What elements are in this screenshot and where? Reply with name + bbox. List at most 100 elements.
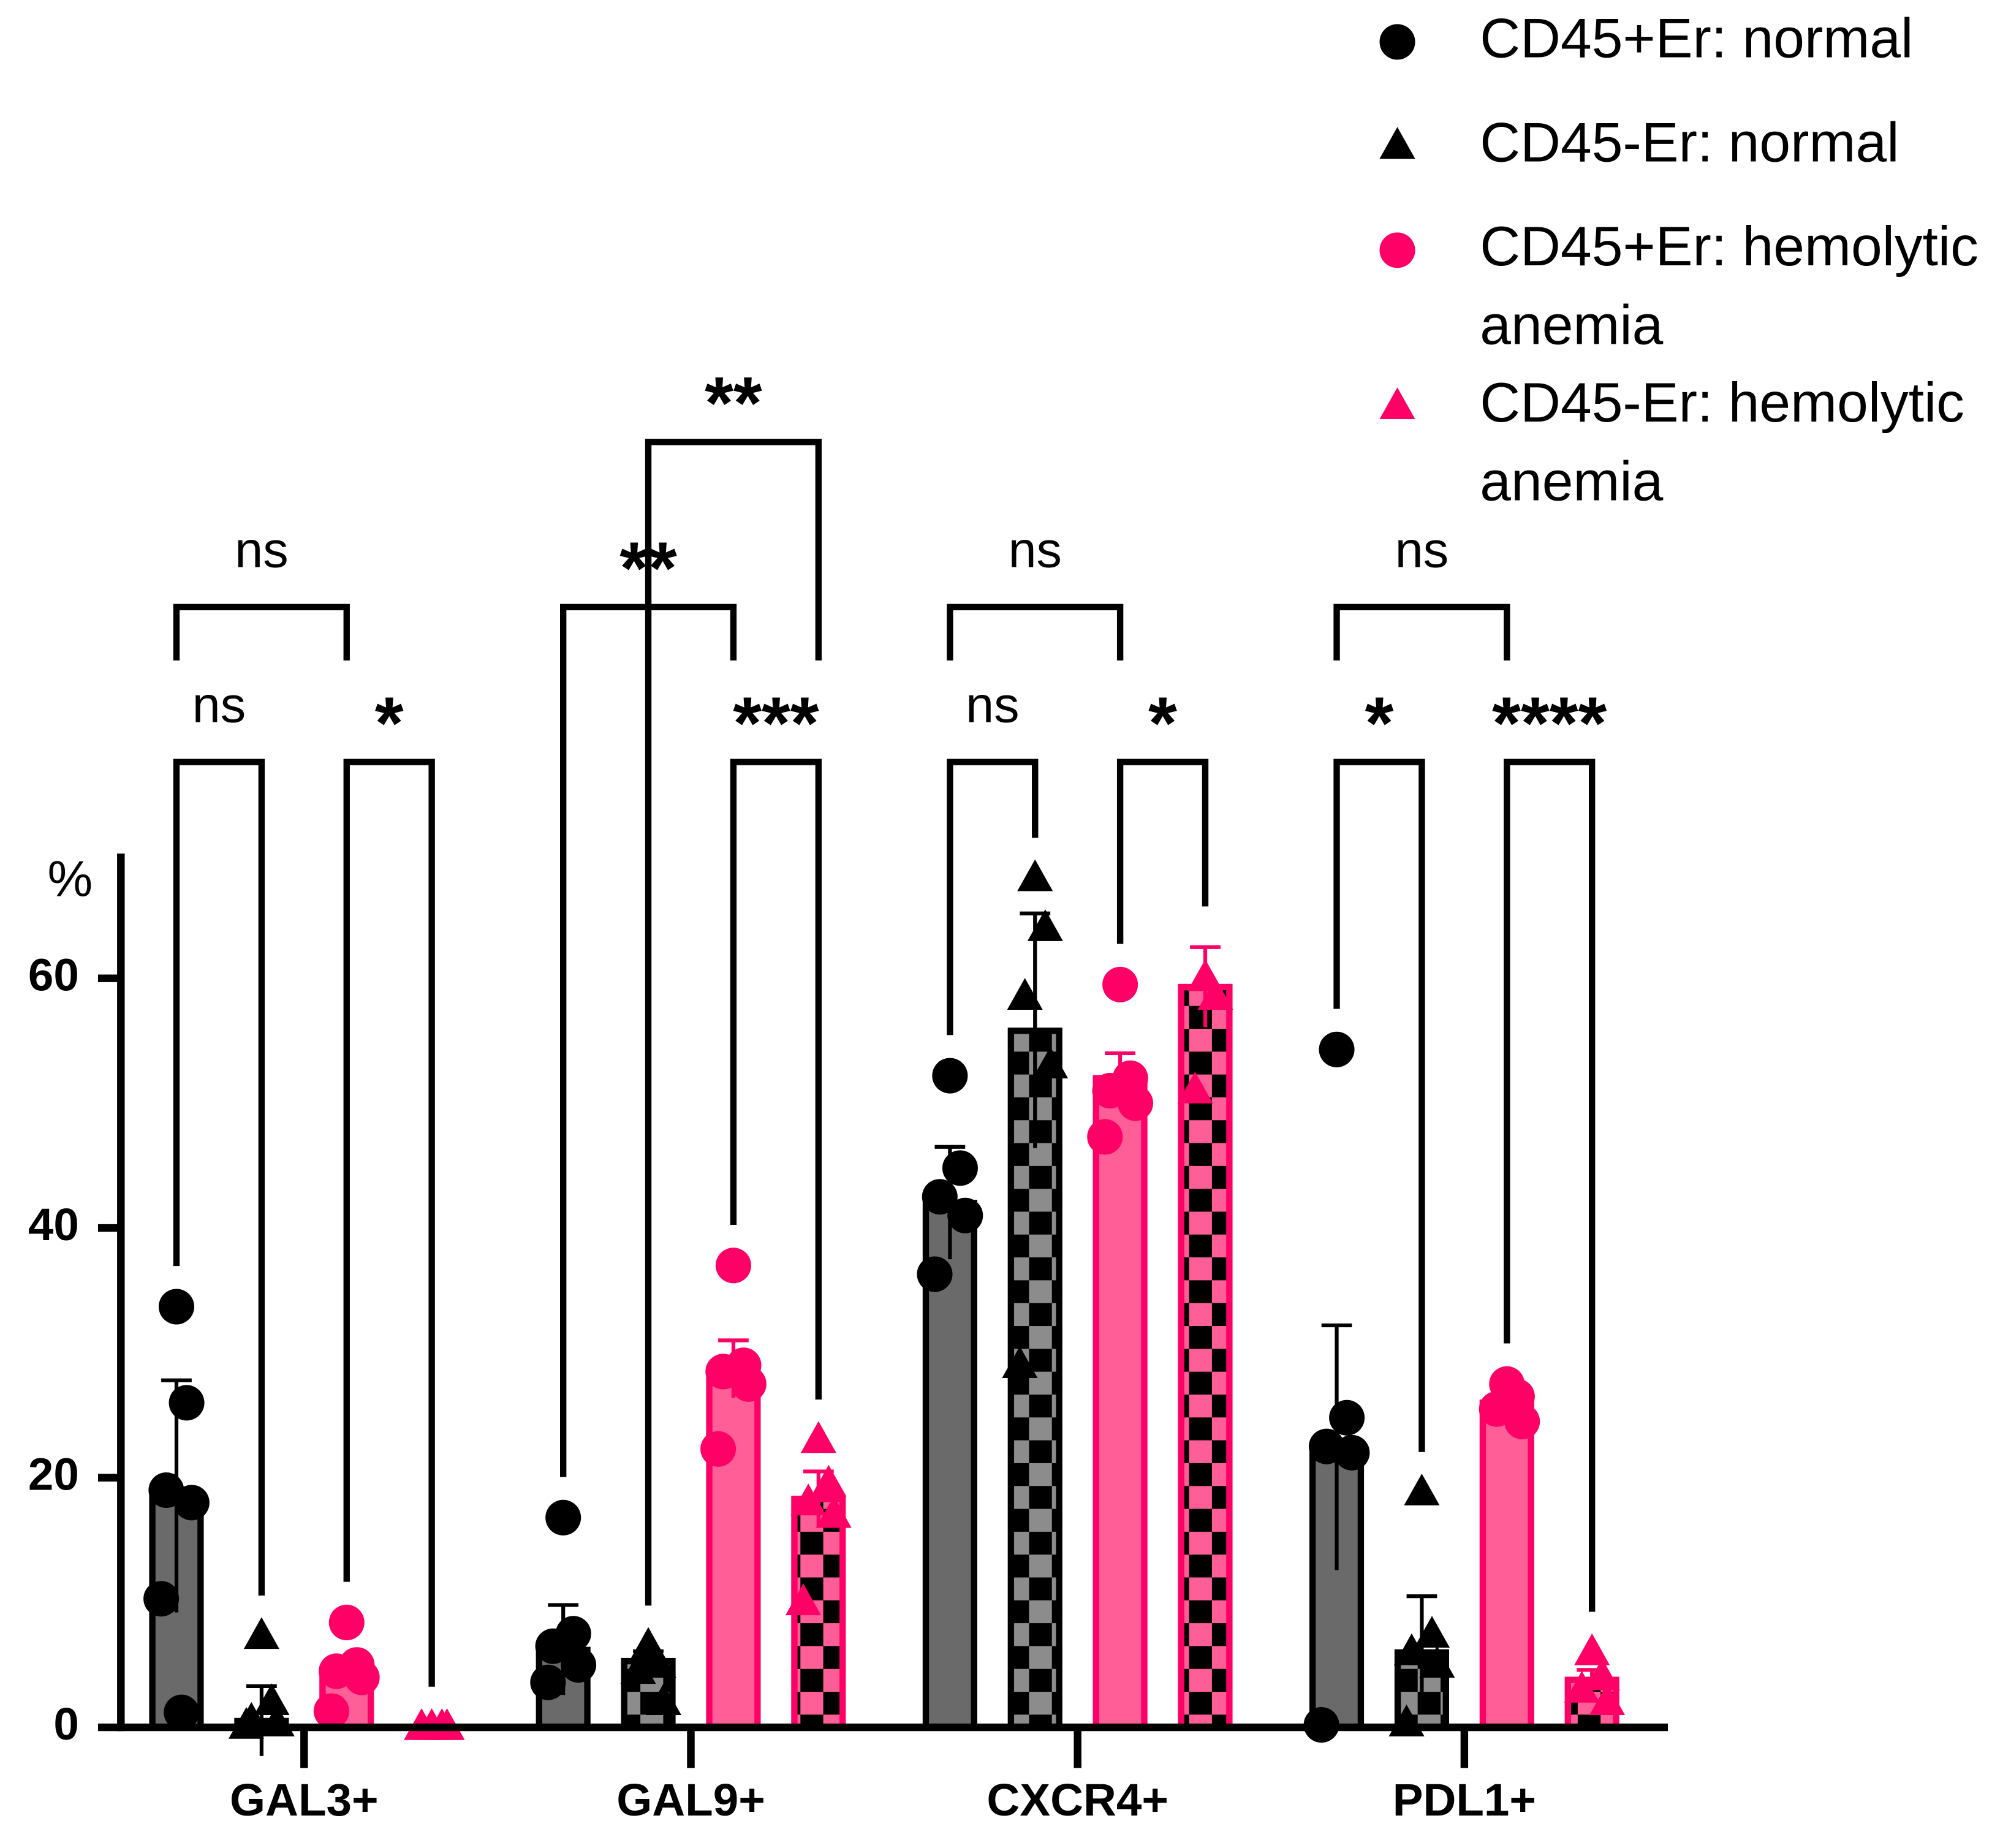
data-point: [1589, 1683, 1626, 1716]
data-point: [1334, 1434, 1370, 1471]
data-point: [942, 1150, 978, 1186]
data-point: [715, 1248, 751, 1284]
legend-marker: [1379, 127, 1415, 159]
significance-bracket: [1333, 604, 1510, 661]
x-tick-label: GAL3+: [230, 1774, 379, 1825]
significance-bracket: [947, 604, 1124, 661]
data-point: [947, 1197, 983, 1233]
data-point: [1564, 1670, 1600, 1703]
data-point: [917, 1256, 953, 1292]
y-tick-label: 20: [28, 1448, 79, 1499]
x-tick-label: PDL1+: [1393, 1774, 1536, 1825]
significance-bracket: [173, 604, 350, 661]
significance-label: ns: [192, 676, 246, 733]
data-point: [700, 1431, 737, 1467]
legend-label: CD45-Er: normal: [1480, 112, 1899, 174]
data-point: [169, 1385, 205, 1421]
data-point: [800, 1421, 836, 1453]
data-point: [1027, 909, 1063, 941]
data-point: [1393, 1633, 1430, 1665]
data-point: [1419, 1646, 1455, 1678]
significance-bracket: [173, 759, 265, 1596]
significance-label: ***: [733, 683, 819, 765]
legend-marker: [1379, 232, 1415, 268]
y-axis-label: %: [48, 850, 93, 907]
data-point: [1017, 859, 1053, 892]
data-point: [344, 1659, 380, 1695]
significance-label: **: [705, 362, 762, 444]
data-point: [811, 1464, 847, 1497]
significance-label: *: [375, 683, 404, 765]
significance-bracket: [1504, 759, 1596, 1612]
y-tick-label: 0: [53, 1698, 79, 1749]
data-point: [1177, 1071, 1213, 1104]
data-point: [545, 1499, 581, 1536]
data-point: [530, 1664, 566, 1700]
legend-label: CD45+Er: normal: [1480, 7, 1914, 70]
data-point: [1117, 1085, 1154, 1121]
data-point: [313, 1693, 349, 1729]
y-tick-label: 40: [28, 1199, 79, 1250]
legend-label: CD45+Er: hemolytic anemia: [1480, 216, 1979, 357]
bar: [1479, 1399, 1534, 1731]
data-point: [1504, 1403, 1540, 1439]
data-point: [790, 1483, 827, 1516]
data-point: [1574, 1633, 1610, 1665]
data-point: [164, 1694, 200, 1730]
data-point: [254, 1683, 290, 1716]
data-point: [730, 1366, 767, 1402]
data-point: [1329, 1399, 1365, 1436]
data-point: [535, 1628, 571, 1664]
data-point: [1007, 978, 1043, 1010]
data-point: [1414, 1616, 1450, 1648]
data-point: [620, 1652, 656, 1684]
significance-label: *: [1148, 683, 1177, 765]
legend-entry: CD45+Er: hemolytic anemia: [1480, 216, 1979, 357]
significance-bracket: [1333, 759, 1425, 1452]
legend-entry: CD45-Er: hemolytic anemia: [1480, 372, 1964, 513]
legend-label: CD45-Er: hemolytic anemia: [1480, 372, 1964, 513]
data-point: [1584, 1658, 1620, 1691]
significance-label: ns: [235, 521, 289, 578]
data-point: [645, 1683, 681, 1716]
significance-bracket: [947, 759, 1039, 1036]
bar: [1178, 983, 1233, 1731]
bar: [706, 1366, 761, 1731]
data-point: [1002, 1346, 1038, 1378]
significance-label: ns: [966, 676, 1020, 733]
significance-bracket: [730, 759, 822, 1400]
data-point: [816, 1496, 852, 1528]
data-point: [932, 1058, 968, 1094]
data-point: [1032, 1047, 1069, 1079]
data-point: [1404, 1473, 1440, 1505]
data-point: [158, 1289, 195, 1325]
significance-bracket: [343, 759, 435, 1687]
data-point: [1102, 966, 1138, 1002]
data-point: [1087, 1119, 1123, 1155]
significance-label: ns: [1008, 521, 1062, 578]
x-tick-label: CXCR4+: [987, 1774, 1168, 1825]
data-point: [243, 1617, 279, 1649]
data-point: [561, 1647, 597, 1683]
legend-marker: [1379, 24, 1415, 60]
data-point: [328, 1604, 365, 1640]
significance-bracket: [1116, 759, 1209, 944]
legend-entry: CD45+Er: normal: [1480, 7, 1914, 70]
data-point: [1197, 978, 1233, 1010]
significance-bracket: [645, 439, 822, 1606]
data-point: [143, 1581, 180, 1617]
data-point: [173, 1485, 210, 1521]
x-tick-label: GAL9+: [616, 1774, 765, 1825]
significance-label: ****: [1492, 683, 1607, 765]
y-tick-label: 60: [28, 949, 79, 1000]
data-point: [922, 1179, 958, 1215]
data-point: [640, 1646, 676, 1678]
significance-label: ns: [1395, 521, 1449, 578]
bar: [1093, 1075, 1148, 1731]
data-point: [1319, 1031, 1355, 1067]
data-point: [785, 1583, 821, 1616]
legend-marker: [1379, 387, 1415, 420]
significance-label: *: [1365, 683, 1394, 765]
